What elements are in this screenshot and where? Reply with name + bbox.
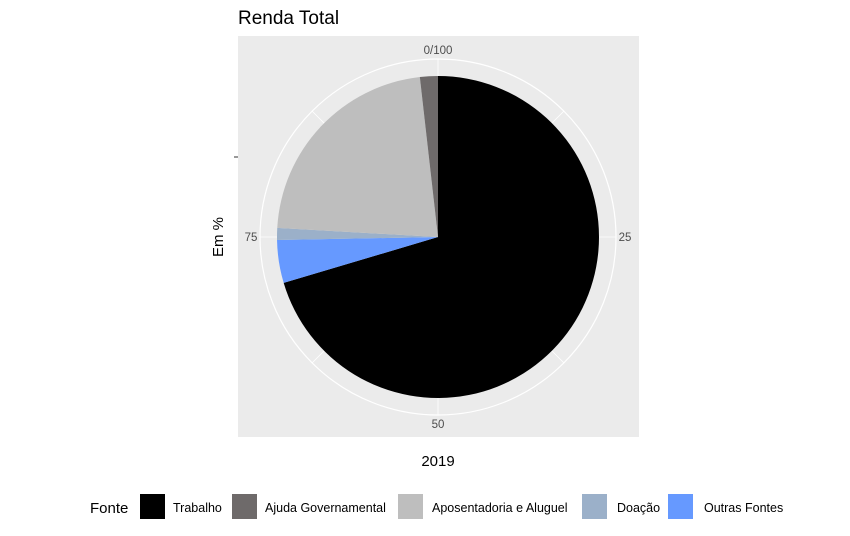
legend-label: Ajuda Governamental bbox=[265, 501, 386, 515]
legend-label: Aposentadoria e Aluguel bbox=[432, 501, 568, 515]
legend-swatch bbox=[232, 494, 257, 519]
theta-tick-label: 25 bbox=[619, 232, 632, 244]
y-axis-title: Em % bbox=[210, 217, 227, 257]
legend-label: Outras Fontes bbox=[704, 501, 783, 515]
pie-slices bbox=[277, 76, 599, 398]
slice-outras-fontes bbox=[277, 237, 438, 283]
slice-doacao bbox=[277, 227, 438, 241]
theta-tick-label: 50 bbox=[432, 419, 445, 431]
slice-ajuda-governamental bbox=[419, 76, 438, 237]
chart-title: Renda Total bbox=[238, 8, 339, 29]
slice-aposentadoria-e-aluguel bbox=[277, 77, 438, 237]
x-axis-title: 2019 bbox=[421, 453, 454, 470]
slice-trabalho bbox=[283, 76, 599, 398]
theta-tick-label: 0/100 bbox=[424, 45, 453, 57]
legend-label: Doação bbox=[617, 501, 660, 515]
theta-tick-label: 75 bbox=[245, 232, 258, 244]
legend-label: Trabalho bbox=[173, 501, 222, 515]
theta-ticks: 0/100 25 50 75 bbox=[245, 45, 632, 431]
legend-swatch bbox=[668, 494, 693, 519]
legend: Fonte Trabalho Ajuda Governamental Aposent… bbox=[90, 494, 783, 519]
legend-swatch bbox=[140, 494, 165, 519]
legend-title: Fonte bbox=[90, 500, 128, 517]
legend-swatch bbox=[582, 494, 607, 519]
legend-swatch bbox=[398, 494, 423, 519]
